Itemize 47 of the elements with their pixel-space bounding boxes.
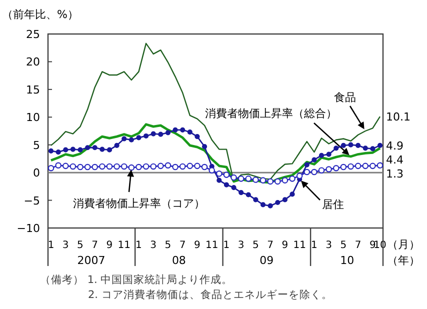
text: 2007 — [77, 254, 106, 267]
y-tick-label: 20 — [26, 56, 40, 69]
x-tick-label: 3 — [62, 240, 69, 251]
x-tick-label: 9 — [194, 240, 200, 251]
x-tick-label: 11 — [293, 240, 306, 251]
x-tick-label: 9 — [282, 240, 288, 251]
x-tick-label: 3 — [238, 240, 244, 251]
text: 食品 — [334, 91, 356, 104]
y-tick-label: 15 — [26, 83, 40, 96]
data-label: 10.1 — [386, 110, 410, 124]
x-tick-label: 1 — [223, 240, 230, 251]
x-tick-label: 1 — [136, 240, 142, 251]
text: （備考） 1. 中国国家統計局より作成。 — [40, 273, 233, 286]
x-tick-label: 3 — [326, 240, 332, 251]
text: 消費者物価上昇率（総合） — [205, 107, 337, 120]
x-tick-label: 7 — [92, 240, 98, 251]
y-tick-label: 0 — [33, 166, 40, 180]
y-tick-label: −10 — [16, 222, 40, 235]
x-tick-label: 5 — [340, 240, 347, 251]
x-tick-label: 9 — [106, 240, 113, 251]
x-tick-label: 11 — [118, 240, 130, 251]
x-tick-label: 11 — [205, 240, 218, 251]
text: 09 — [260, 254, 274, 267]
x-tick-label: 5 — [77, 240, 84, 251]
x-axis-title: （月） — [387, 238, 420, 251]
x-tick-label: 7 — [179, 240, 186, 251]
y-tick-label: 5 — [33, 138, 40, 152]
data-label: 4.4 — [386, 153, 404, 166]
text: 居住 — [322, 198, 344, 211]
text: 08 — [172, 254, 186, 267]
x-tick-label: 7 — [267, 240, 274, 251]
y-tick-label: 10 — [26, 111, 40, 124]
x-tick-label: 5 — [164, 240, 172, 251]
text: 2. コア消費者物価は、食品とエネルギーを除く。 — [88, 288, 332, 301]
data-label: 1.3 — [386, 167, 404, 180]
x-tick-label: 1 — [48, 240, 54, 251]
x-tick-label: 3 — [150, 240, 157, 251]
y-axis-title: （前年比、%） — [2, 8, 78, 21]
text: （年） — [387, 254, 420, 267]
x-tick-label: 5 — [252, 240, 259, 251]
text: 10 — [340, 254, 354, 267]
y-tick-label: 25 — [26, 28, 40, 41]
text: 消費者物価上昇率（コア） — [73, 197, 205, 210]
y-tick-label: −5 — [24, 194, 40, 208]
data-label: 4.9 — [386, 139, 404, 152]
x-tick-label: 1 — [311, 240, 318, 251]
x-tick-label: 7 — [354, 240, 362, 251]
